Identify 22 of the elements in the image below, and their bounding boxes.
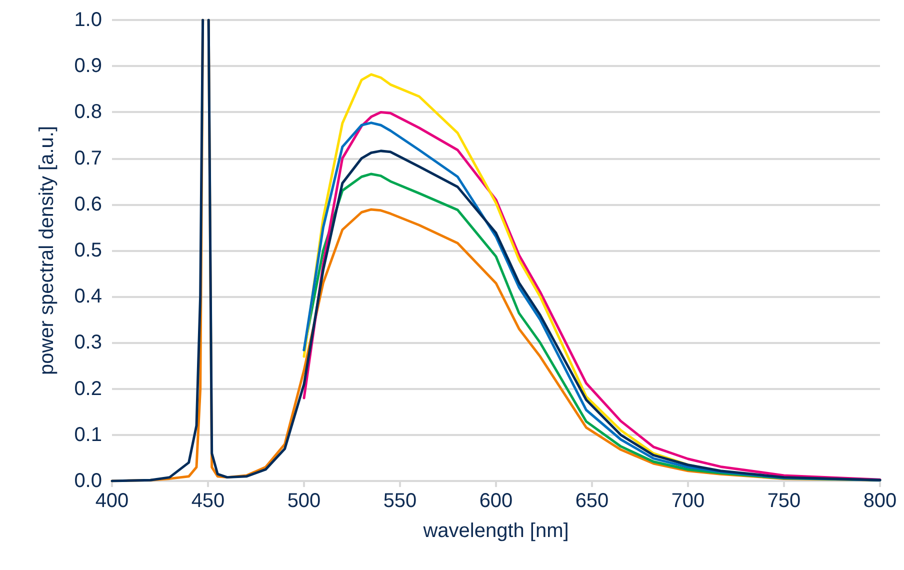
y-tick-label: 0.4 <box>74 286 102 308</box>
x-axis-title: wavelength [nm] <box>422 520 569 542</box>
y-tick-label: 1.0 <box>74 9 102 31</box>
y-tick-label: 0.3 <box>74 332 102 354</box>
y-axis-title: power spectral density [a.u.] <box>36 126 58 376</box>
x-tick-label: 650 <box>575 490 609 512</box>
x-tick-label: 700 <box>671 490 705 512</box>
y-tick-label: 0.5 <box>74 240 102 262</box>
x-tick-label: 450 <box>191 490 225 512</box>
y-tick-label: 0.7 <box>74 147 102 170</box>
x-tick-label: 550 <box>383 490 417 512</box>
y-tick-label: 0.1 <box>74 424 102 446</box>
x-tick-label: 600 <box>479 490 513 512</box>
x-tick-label: 750 <box>767 490 801 512</box>
x-tick-label: 500 <box>287 490 321 512</box>
x-tick-label: 800 <box>863 490 897 512</box>
y-tick-label: 0.8 <box>74 101 102 124</box>
y-tick-label: 0.0 <box>74 470 102 492</box>
y-tick-label: 0.6 <box>74 193 102 216</box>
y-tick-label: 0.9 <box>74 55 102 78</box>
y-tick-label: 0.2 <box>74 378 102 400</box>
x-tick-label: 400 <box>95 490 129 512</box>
